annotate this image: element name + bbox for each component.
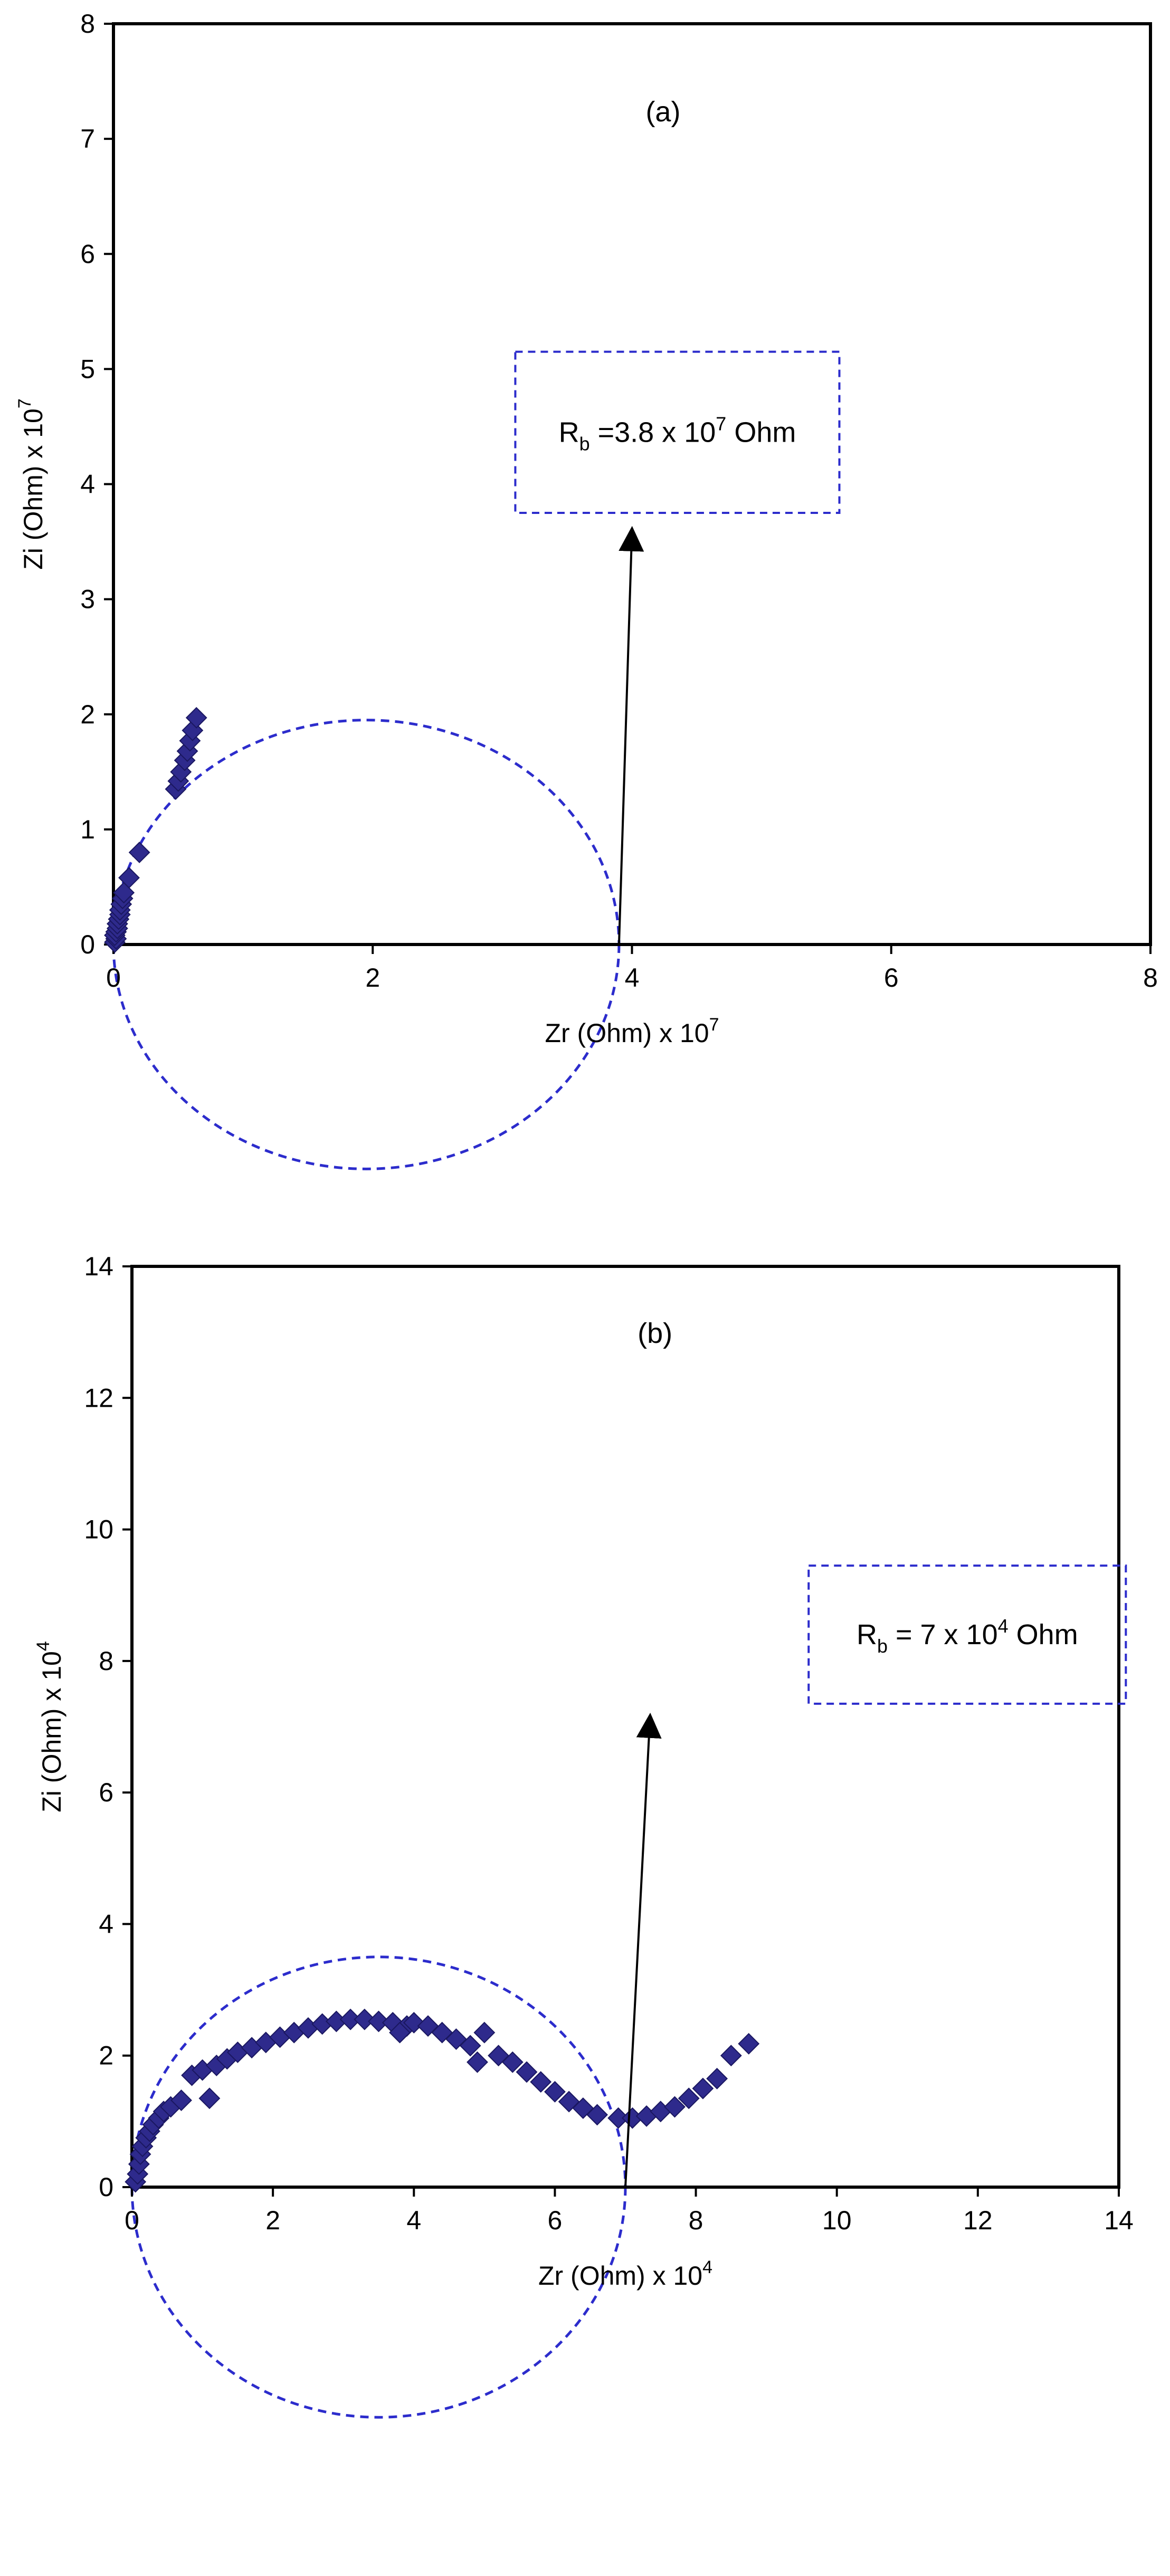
y-tick-label: 1 bbox=[80, 815, 95, 844]
x-tick-label: 8 bbox=[689, 2206, 703, 2235]
data-point bbox=[516, 2061, 538, 2083]
data-point bbox=[467, 2051, 488, 2073]
data-point bbox=[501, 2051, 524, 2073]
annotation-label: Rb =3.8 x 107 Ohm bbox=[559, 413, 796, 454]
data-points bbox=[125, 2008, 760, 2193]
annotation-arrow bbox=[624, 1712, 662, 2188]
data-point bbox=[678, 2087, 700, 2110]
annotation-box bbox=[807, 1564, 1127, 1705]
data-point bbox=[706, 2067, 728, 2090]
data-point bbox=[720, 2045, 742, 2067]
data-point bbox=[586, 2104, 608, 2126]
data-point bbox=[128, 842, 150, 863]
x-tick-label: 10 bbox=[822, 2206, 852, 2235]
y-axis-label: Zi (Ohm) x 104 bbox=[33, 1641, 66, 1812]
data-point bbox=[473, 2021, 496, 2044]
y-tick-label: 10 bbox=[84, 1515, 113, 1544]
data-point bbox=[530, 2071, 552, 2093]
y-tick-label: 8 bbox=[80, 9, 95, 39]
data-point bbox=[692, 2077, 714, 2100]
x-tick-label: 0 bbox=[125, 2206, 139, 2235]
x-tick-label: 8 bbox=[1143, 963, 1158, 993]
data-point bbox=[459, 2035, 481, 2057]
y-tick-label: 4 bbox=[80, 470, 95, 499]
annotation-label: Rb = 7 x 104 Ohm bbox=[857, 1615, 1078, 1657]
y-tick-label: 3 bbox=[80, 585, 95, 614]
data-point bbox=[354, 2008, 376, 2030]
panel-label: (a) bbox=[645, 96, 680, 128]
x-tick-label: 6 bbox=[548, 2206, 563, 2235]
data-points bbox=[104, 707, 207, 953]
y-tick-label: 6 bbox=[80, 239, 95, 269]
data-point bbox=[664, 2096, 686, 2118]
data-point bbox=[368, 2010, 389, 2033]
x-tick-label: 2 bbox=[265, 2206, 280, 2235]
data-point bbox=[389, 2021, 411, 2044]
data-point bbox=[738, 2033, 760, 2055]
y-tick-label: 14 bbox=[84, 1252, 113, 1281]
y-tick-label: 2 bbox=[80, 700, 95, 729]
x-tick-label: 2 bbox=[365, 963, 380, 993]
data-point bbox=[170, 2090, 192, 2111]
x-tick-label: 12 bbox=[963, 2206, 993, 2235]
axis-ticks: 0 2 4 6 8 10 12 14 0 2 4 6 8 10 12 14 bbox=[84, 1252, 1133, 2235]
x-axis-label: Zr (Ohm) x 104 bbox=[538, 2257, 712, 2291]
data-point bbox=[544, 2081, 566, 2103]
x-tick-label: 4 bbox=[406, 2206, 421, 2235]
y-axis-label: Zi (Ohm) x 107 bbox=[15, 398, 48, 570]
y-tick-label: 0 bbox=[99, 2172, 113, 2202]
y-tick-label: 8 bbox=[99, 1646, 113, 1676]
chart-panel-b: 0 2 4 6 8 10 12 14 0 2 4 6 8 10 12 14 (b) Zr (Ohm) x 10… bbox=[33, 1252, 1134, 2419]
plot-area bbox=[112, 22, 1152, 946]
axis-ticks: 0 2 4 6 8 0 1 2 3 4 5 6 7 8 bbox=[80, 9, 1158, 993]
x-tick-label: 4 bbox=[625, 963, 640, 993]
data-point bbox=[185, 707, 207, 729]
annotation-arrow bbox=[617, 526, 644, 945]
x-tick-label: 14 bbox=[1104, 2206, 1134, 2235]
y-tick-label: 5 bbox=[80, 354, 95, 384]
chart-panel-a: 0 2 4 6 8 0 1 2 3 4 5 6 7 8 (a) Zr (Ohm) x 107 Zi (Oh… bbox=[15, 9, 1158, 1170]
x-axis-label: Zr (Ohm) x 107 bbox=[545, 1015, 719, 1048]
y-tick-label: 4 bbox=[99, 1909, 113, 1939]
x-tick-label: 6 bbox=[884, 963, 899, 993]
y-tick-label: 2 bbox=[99, 2041, 113, 2071]
x-tick-label: 0 bbox=[106, 963, 121, 993]
panel-label: (b) bbox=[638, 1318, 672, 1349]
data-point bbox=[118, 867, 140, 889]
y-tick-label: 0 bbox=[80, 930, 95, 959]
plot-area bbox=[130, 1265, 1120, 2189]
data-point bbox=[403, 2011, 425, 2034]
y-tick-label: 6 bbox=[99, 1778, 113, 1807]
y-tick-label: 7 bbox=[80, 124, 95, 154]
data-point bbox=[198, 2087, 221, 2110]
y-tick-label: 12 bbox=[84, 1383, 113, 1413]
annotation-box bbox=[514, 350, 841, 514]
